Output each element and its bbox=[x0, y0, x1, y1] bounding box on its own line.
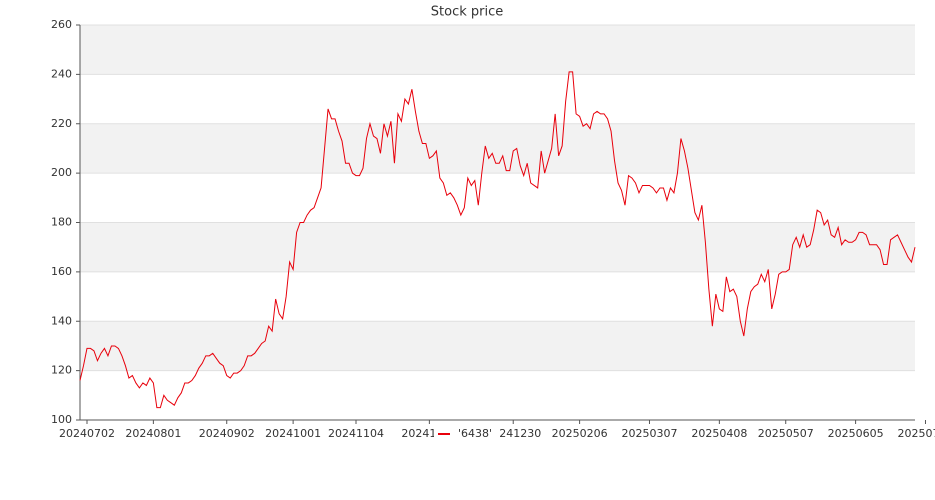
y-tick-label: 120 bbox=[51, 364, 72, 377]
y-tick-label: 160 bbox=[51, 265, 72, 278]
x-tick-label: 20250507 bbox=[758, 427, 814, 440]
y-tick-label: 100 bbox=[51, 413, 72, 426]
x-tick-label: 20250408 bbox=[691, 427, 747, 440]
legend-label: '6438' bbox=[458, 427, 492, 440]
price-line bbox=[79, 71, 916, 409]
y-tick-label: 180 bbox=[51, 216, 72, 229]
legend-box bbox=[434, 426, 500, 442]
x-tick-label: 20250703 bbox=[897, 427, 935, 440]
chart-title: Stock price bbox=[431, 5, 503, 20]
y-tick-label: 240 bbox=[51, 67, 72, 80]
y-tick-label: 140 bbox=[51, 314, 72, 327]
x-tick-label: 20240902 bbox=[199, 427, 255, 440]
grid-band bbox=[80, 222, 915, 272]
x-tick-label: 20250605 bbox=[828, 427, 884, 440]
y-tick-label: 220 bbox=[51, 117, 72, 130]
x-tick-label: 20241001 bbox=[265, 427, 321, 440]
grid-band bbox=[80, 123, 915, 174]
x-tick-label: 20250206 bbox=[552, 427, 608, 440]
grid-band bbox=[80, 25, 915, 75]
x-tick-label: 20250307 bbox=[621, 427, 677, 440]
x-tick-label: 20241104 bbox=[328, 427, 384, 440]
x-tick-label: 20240702 bbox=[59, 427, 115, 440]
x-tick-label: 20240801 bbox=[125, 427, 181, 440]
y-tick-label: 260 bbox=[51, 18, 72, 31]
grid-band bbox=[80, 321, 915, 371]
y-tick-label: 200 bbox=[51, 166, 72, 179]
